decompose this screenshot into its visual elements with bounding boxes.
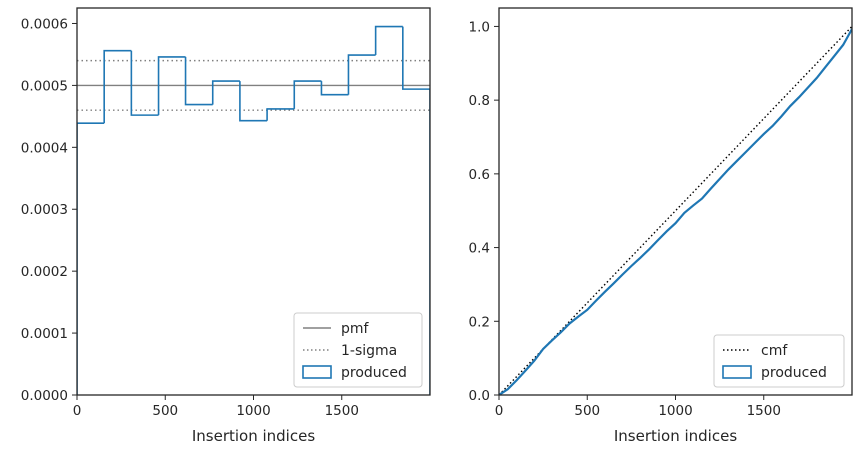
histogram-bin bbox=[374, 25, 403, 56]
cmf-panel: 0 500 1000 1500 0.0 0.2 0.4 0.6 0.8 1.0 Insertion … bbox=[469, 7, 853, 445]
y-tick-label: 0.0001 bbox=[21, 326, 68, 342]
legend: cmf produced bbox=[713, 334, 845, 388]
legend-label: produced bbox=[761, 365, 827, 381]
plot-area bbox=[77, 25, 430, 395]
y-tick-label: 0.0 bbox=[469, 388, 490, 404]
legend-swatch-produced bbox=[302, 365, 332, 379]
x-tick-label: 0 bbox=[73, 403, 82, 419]
histogram-bin bbox=[266, 108, 295, 121]
y-tick-label: 0.2 bbox=[469, 314, 490, 330]
histogram-bin bbox=[402, 26, 430, 395]
x-tick-label: 0 bbox=[495, 403, 504, 419]
plot-area bbox=[499, 25, 852, 395]
x-tick-label: 1000 bbox=[236, 403, 270, 419]
y-tick-label: 0.0006 bbox=[21, 16, 68, 32]
legend: pmf 1-sigma produced bbox=[293, 312, 423, 388]
y-tick-label: 0.4 bbox=[469, 241, 490, 257]
x-axis-title: Insertion indices bbox=[192, 427, 315, 445]
x-tick-label: 1500 bbox=[325, 403, 359, 419]
series-produced bbox=[499, 28, 852, 395]
histogram-bin bbox=[239, 81, 268, 122]
histogram-bin bbox=[103, 49, 132, 124]
histogram-bin bbox=[157, 56, 186, 116]
histogram-bin bbox=[77, 122, 105, 395]
histogram-bin bbox=[320, 81, 349, 96]
histogram-bin bbox=[347, 54, 376, 95]
y-tick-label: 0.6 bbox=[469, 167, 490, 183]
legend-box bbox=[713, 334, 845, 388]
x-axis-title: Insertion indices bbox=[614, 427, 737, 445]
y-tick-label: 0.0003 bbox=[21, 202, 68, 218]
pmf-panel: 0 500 1000 1500 0.0000 0.0001 0.0002 0.0003 0.00… bbox=[21, 7, 431, 445]
histogram-bin bbox=[130, 50, 159, 116]
y-tick-label: 0.0004 bbox=[21, 140, 68, 156]
histogram-bin bbox=[184, 56, 213, 106]
legend-box bbox=[293, 312, 423, 388]
y-tick-label: 0.0005 bbox=[21, 78, 68, 94]
x-tick-label: 500 bbox=[574, 403, 600, 419]
x-tick-label: 1000 bbox=[658, 403, 692, 419]
x-tick-label: 1500 bbox=[747, 403, 781, 419]
legend-label: 1-sigma bbox=[341, 343, 397, 359]
legend-label: cmf bbox=[761, 343, 788, 359]
y-tick-label: 0.8 bbox=[469, 93, 490, 109]
legend-label: produced bbox=[341, 365, 407, 381]
y-tick-label: 0.0002 bbox=[21, 264, 68, 280]
legend-swatch-produced bbox=[722, 365, 752, 379]
y-tick-label: 0.0000 bbox=[21, 388, 68, 404]
histogram-bin bbox=[293, 80, 322, 109]
histogram-bin bbox=[211, 80, 240, 105]
y-tick-label: 1.0 bbox=[469, 19, 490, 35]
legend-label: pmf bbox=[341, 321, 370, 337]
x-tick-label: 500 bbox=[152, 403, 178, 419]
